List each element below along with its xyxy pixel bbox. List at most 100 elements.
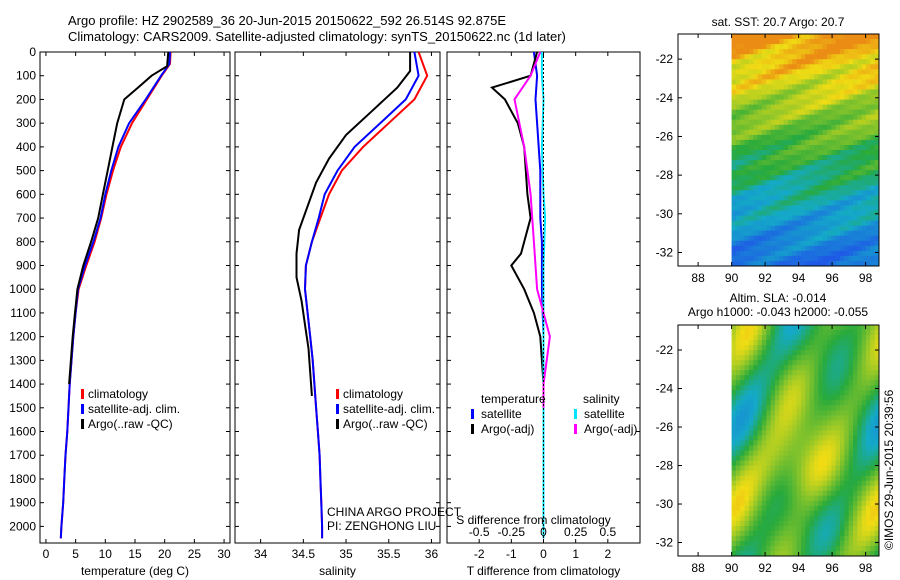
heatmap-cell — [757, 79, 763, 85]
heatmap-cell — [740, 215, 746, 222]
heatmap-cell — [753, 400, 759, 406]
heatmap-cell — [814, 185, 819, 191]
heatmap-cell — [753, 475, 759, 482]
heatmap-cell — [857, 114, 863, 121]
heatmap-cell — [783, 230, 789, 237]
heatmap-cell — [814, 546, 819, 552]
heatmap-cell — [731, 134, 737, 141]
heatmap-cell — [844, 420, 850, 426]
heatmap-cell — [792, 385, 798, 391]
heatmap-cell — [861, 39, 867, 45]
heatmap-cell — [740, 34, 746, 40]
heatmap-cell — [757, 129, 763, 136]
heatmap-cell — [775, 215, 780, 222]
heatmap-cell — [788, 465, 793, 472]
heatmap-cell — [748, 39, 754, 45]
heatmap-cell — [788, 195, 793, 201]
heatmap-cell — [748, 440, 754, 446]
heatmap-cell — [740, 210, 746, 216]
heatmap-cell — [861, 445, 867, 451]
heatmap-cell — [766, 405, 772, 411]
heatmap-cell — [844, 510, 850, 517]
heatmap-cell — [866, 205, 871, 211]
heatmap-cell — [779, 39, 785, 45]
heatmap-cell — [866, 465, 871, 472]
heatmap-cell — [818, 405, 824, 411]
heatmap-cell — [744, 89, 750, 95]
heatmap-cell — [870, 235, 876, 242]
heatmap-cell — [779, 365, 785, 371]
heatmap-cell — [779, 475, 785, 482]
heatmap-cell — [801, 180, 806, 186]
heatmap-cell — [831, 330, 837, 336]
heatmap-cell — [770, 400, 776, 406]
heatmap-cell — [731, 546, 737, 552]
heatmap-cell — [796, 205, 802, 211]
heatmap-cell — [779, 150, 785, 156]
heatmap-cell — [840, 380, 845, 386]
heatmap-cell — [822, 54, 828, 60]
heatmap-cell — [770, 180, 776, 186]
heatmap-cell — [801, 195, 806, 201]
heatmap-cell — [814, 220, 819, 227]
heatmap-cell — [731, 330, 737, 336]
heatmap-cell — [874, 34, 880, 40]
heatmap-cell — [766, 79, 772, 85]
heatmap-cell — [870, 546, 876, 552]
heatmap-cell — [753, 160, 759, 166]
heatmap-cell — [857, 515, 863, 522]
heatmap-cell — [827, 104, 832, 111]
heatmap-cell — [874, 225, 880, 232]
heatmap-cell — [740, 425, 746, 431]
heatmap-cell — [792, 435, 798, 441]
heatmap-cell — [792, 180, 798, 186]
heatmap-cell — [731, 475, 737, 482]
heatmap-cell — [788, 245, 793, 252]
heatmap-cell — [818, 255, 824, 262]
heatmap-cell — [857, 410, 863, 416]
heatmap-cell — [796, 350, 802, 356]
heatmap-cell — [814, 465, 819, 472]
heatmap-cell — [831, 455, 837, 462]
heatmap-cell — [844, 145, 850, 151]
heatmap-cell — [805, 445, 811, 451]
heatmap-cell — [831, 215, 837, 222]
heatmap-cell — [766, 495, 772, 502]
heatmap-cell — [827, 365, 832, 371]
heatmap-cell — [753, 390, 759, 396]
heatmap-cell — [835, 415, 841, 421]
heatmap-cell — [857, 185, 863, 191]
heatmap-cell — [792, 475, 798, 482]
heatmap-cell — [831, 355, 837, 361]
heatmap-cell — [827, 175, 832, 181]
heatmap-cell — [766, 145, 772, 151]
heatmap-cell — [866, 235, 871, 242]
heatmap-cell — [861, 400, 867, 406]
heatmap-cell — [801, 325, 806, 331]
heatmap-cell — [792, 64, 798, 70]
heatmap-cell — [814, 240, 819, 247]
heatmap-cell — [788, 49, 793, 55]
heatmap-cell — [861, 89, 867, 95]
heatmap-cell — [831, 39, 837, 45]
heatmap-cell — [870, 119, 876, 126]
x-tick-label: 34 — [254, 547, 268, 561]
heatmap-cell — [870, 230, 876, 237]
map-y-tick-label: -30 — [656, 497, 674, 511]
heatmap-cell — [766, 540, 772, 547]
heatmap-cell — [783, 530, 789, 537]
heatmap-cell — [831, 335, 837, 341]
heatmap-cell — [814, 205, 819, 211]
heatmap-cell — [874, 505, 880, 512]
heatmap-cell — [775, 375, 780, 381]
heatmap-cell — [844, 124, 850, 131]
heatmap-cell — [766, 370, 772, 376]
heatmap-cell — [744, 490, 750, 497]
heatmap-cell — [848, 420, 854, 426]
heatmap-cell — [835, 69, 841, 75]
heatmap-cell — [822, 335, 828, 341]
heatmap-cell — [740, 114, 746, 121]
heatmap-cell — [801, 350, 806, 356]
heatmap-cell — [753, 551, 759, 557]
heatmap-cell — [861, 44, 867, 50]
